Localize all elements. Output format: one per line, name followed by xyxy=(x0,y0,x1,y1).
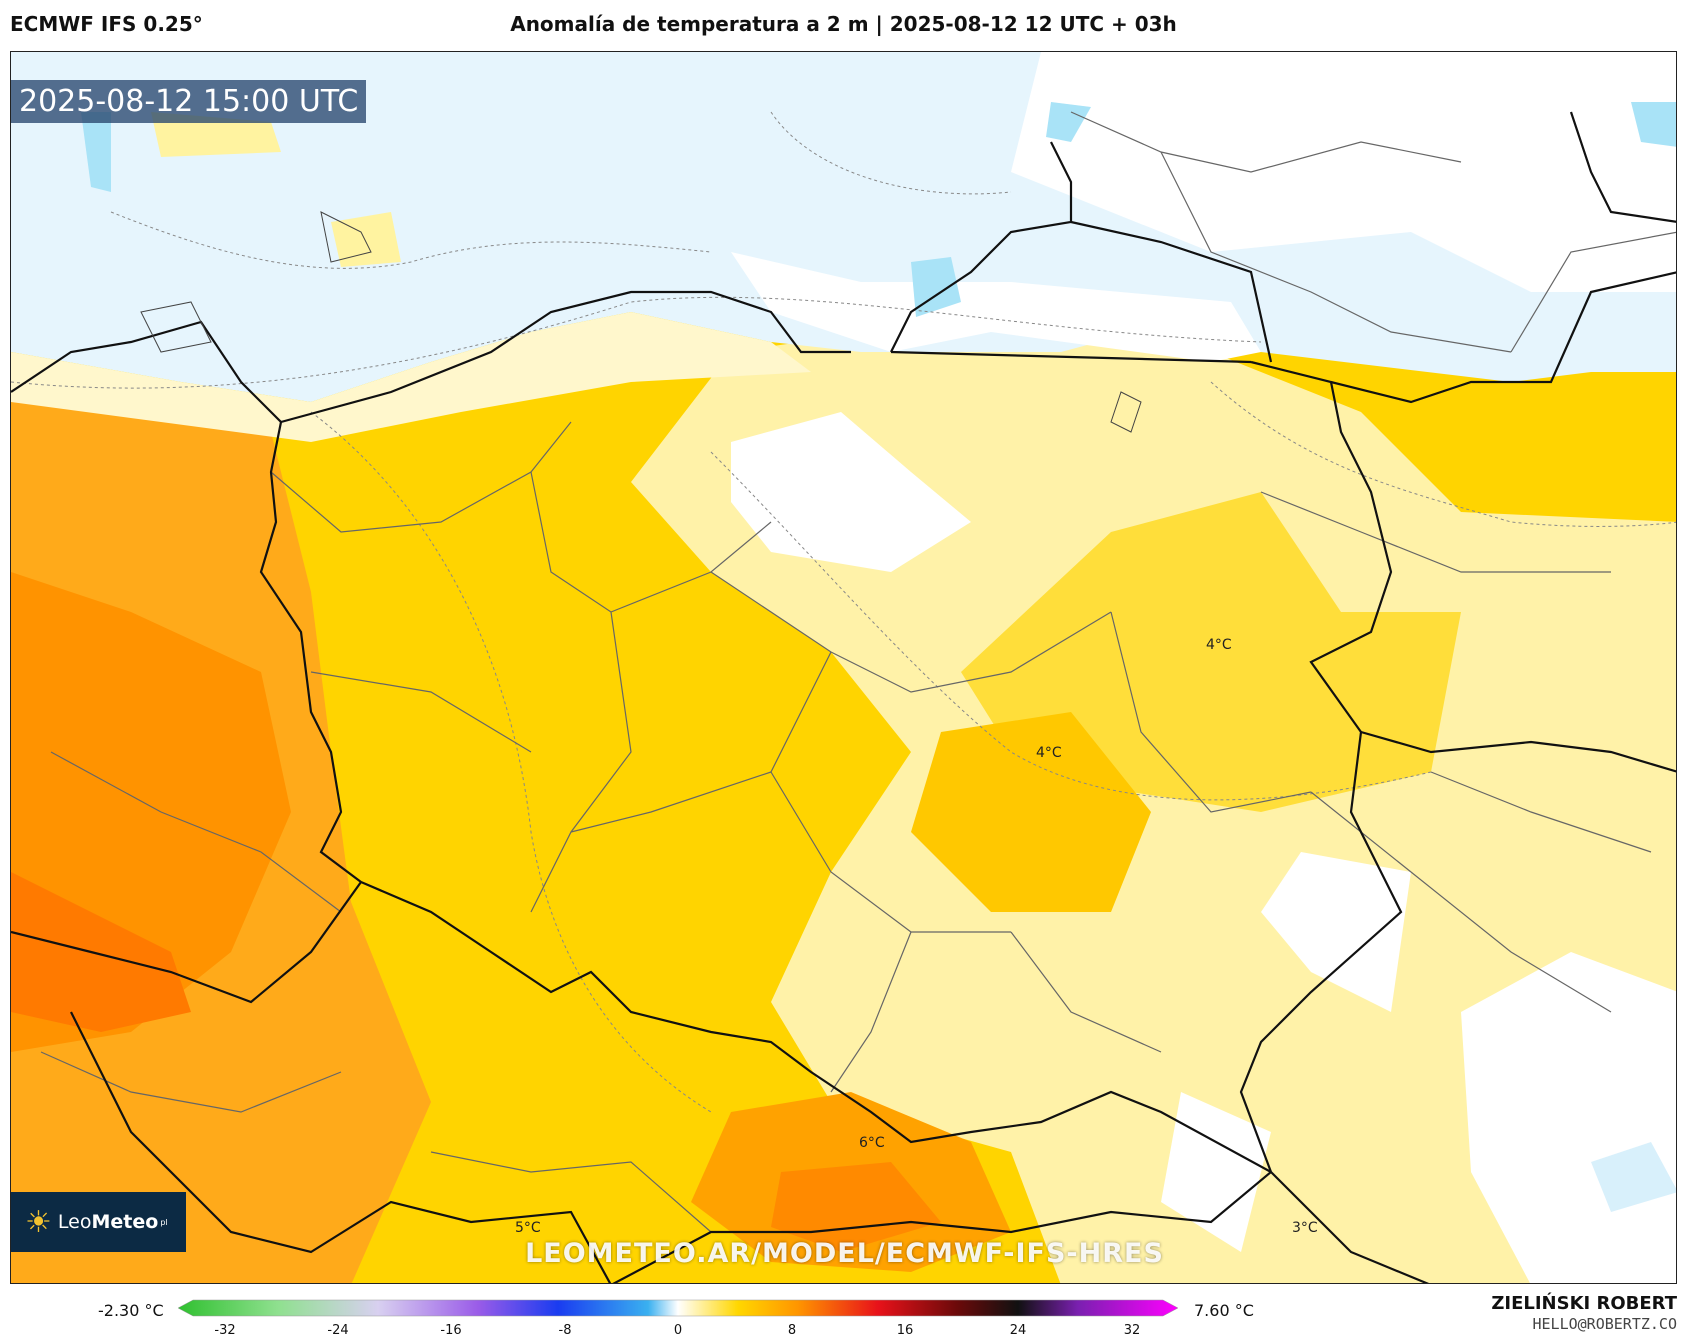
warm-spot-sea-1 xyxy=(151,112,281,157)
colorbar-max-label: 7.60 °C xyxy=(1194,1301,1254,1320)
cool-spot-4 xyxy=(1631,102,1676,147)
valid-time-stamp: 2025-08-12 15:00 UTC xyxy=(11,80,367,123)
source-watermark: LEOMETEO.AR/MODEL/ECMWF-IFS-HRES xyxy=(525,1238,1164,1269)
colorbar-tick: -8 xyxy=(558,1323,572,1338)
header: ECMWF IFS 0.25° Anomalía de temperatura … xyxy=(0,0,1687,50)
contour-lines xyxy=(11,111,1676,1113)
colorbar-tick: 16 xyxy=(896,1323,914,1338)
cool-spot-2 xyxy=(1046,102,1091,142)
warm-spot-sea-2 xyxy=(331,212,401,267)
white-area-north xyxy=(731,412,971,572)
white-area-coastal xyxy=(731,252,1261,362)
colorbar-gradient xyxy=(177,1299,1179,1317)
author-name: ZIELIŃSKI ROBERT xyxy=(1491,1293,1677,1314)
logo-text-bold: Meteo xyxy=(91,1211,159,1233)
model-name: ECMWF IFS 0.25° xyxy=(10,12,203,36)
author-email[interactable]: HELLO@ROBERTZ.CO xyxy=(1532,1315,1678,1333)
colorbar-tick: -24 xyxy=(327,1323,349,1338)
leometeo-logo[interactable]: ☀ Leo Meteo pl xyxy=(11,1192,186,1252)
cool-spot-1 xyxy=(911,257,961,317)
anomaly-map[interactable]: 2025-08-12 15:00 UTC 4°C 4°C 6°C 5°C 3°C… xyxy=(10,51,1677,1284)
contour-label: 6°C xyxy=(859,1135,885,1151)
white-area-east xyxy=(1261,852,1411,1012)
colorbar-tick: 8 xyxy=(787,1323,797,1338)
cool-spot-3 xyxy=(81,112,111,192)
logo-suffix: pl xyxy=(160,1217,168,1227)
colorbar: -2.30 °C -32 -24 -16 xyxy=(0,1285,1687,1339)
white-area-northeast xyxy=(1011,52,1676,292)
sun-icon: ☀ xyxy=(25,1204,52,1240)
coastline-details xyxy=(140,211,1142,433)
contour-label: 4°C xyxy=(1206,637,1232,653)
colorbar-tick: -16 xyxy=(440,1323,462,1338)
map-title: Anomalía de temperatura a 2 m | 2025-08-… xyxy=(510,12,1177,36)
deep-orange-area xyxy=(11,872,191,1032)
dark-orange-area-south xyxy=(771,1162,941,1252)
logo-text-light: Leo xyxy=(57,1211,92,1233)
colorbar-tick: 24 xyxy=(1009,1323,1027,1338)
national-borders xyxy=(11,111,1676,1283)
regional-borders xyxy=(40,111,1676,1233)
contour-label: 5°C xyxy=(515,1220,541,1236)
cool-spot-5 xyxy=(1591,1142,1676,1212)
colorbar-tick: 0 xyxy=(673,1323,683,1338)
colorbar-min-label: -2.30 °C xyxy=(98,1301,164,1320)
coastal-pale-band xyxy=(11,312,811,442)
contour-label: 3°C xyxy=(1292,1220,1318,1236)
colorbar-tick: 32 xyxy=(1123,1323,1141,1338)
yellow-area-center xyxy=(911,712,1151,912)
map-canvas xyxy=(11,52,1676,1283)
colorbar-tick: -32 xyxy=(214,1323,236,1338)
contour-label: 4°C xyxy=(1036,745,1062,761)
white-area-south-east2 xyxy=(1161,1092,1271,1252)
